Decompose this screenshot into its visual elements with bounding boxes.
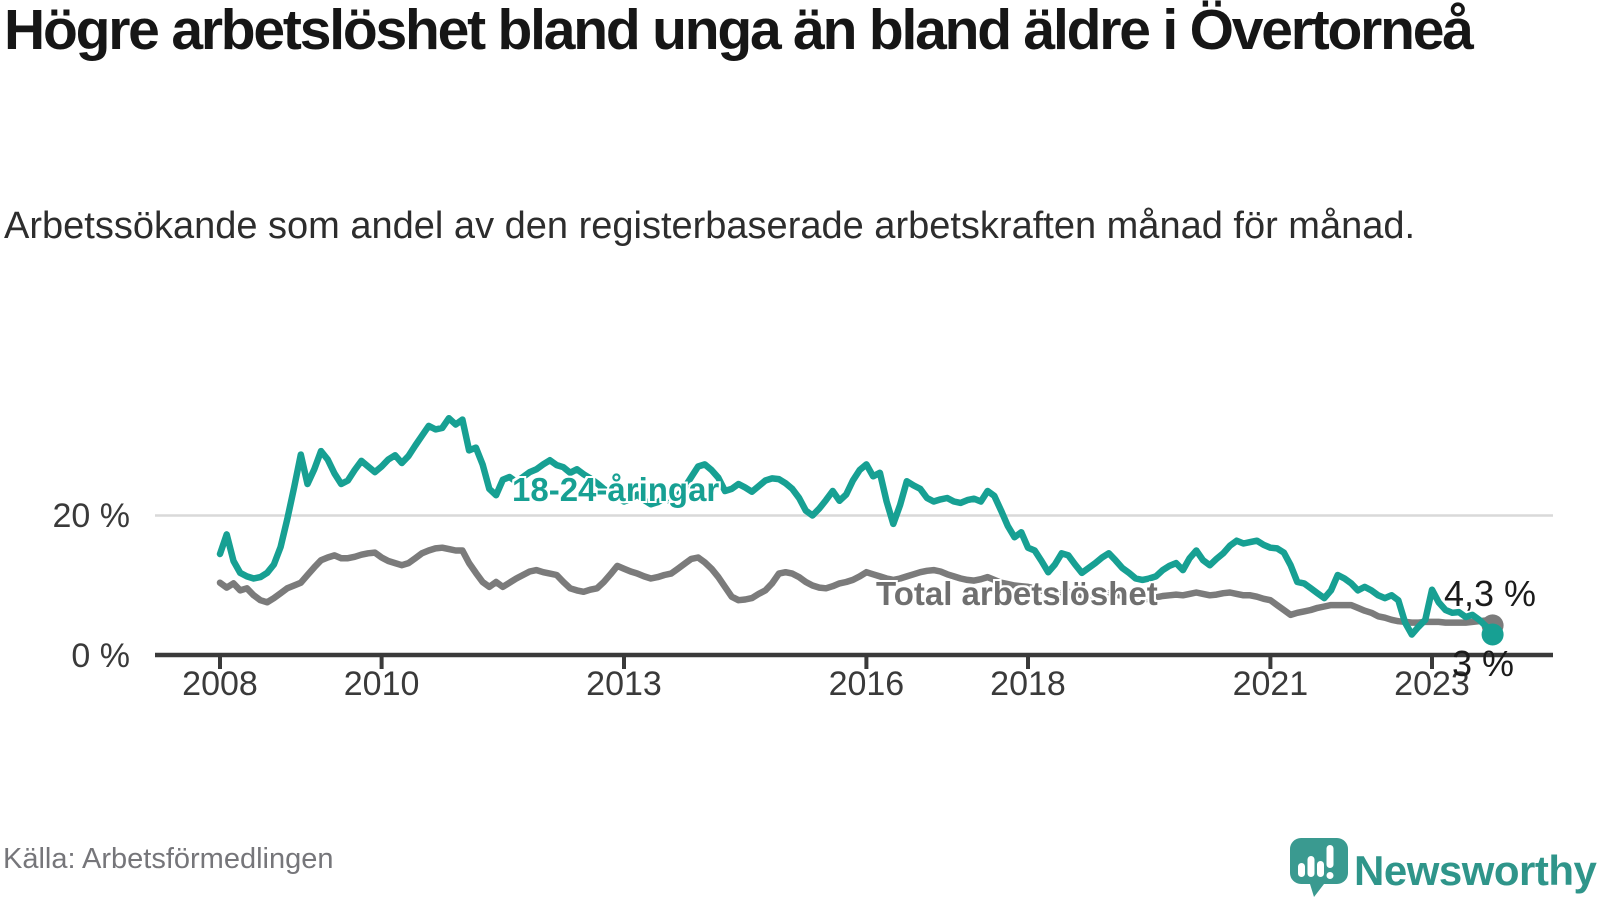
y-axis-tick-label-20: 20 % (52, 497, 131, 535)
series-line-Total arbetslöshet (216, 544, 1496, 629)
x-axis-tick-label-2016: 2016 (828, 665, 905, 703)
series-endpoint-dot-18-24-åringar (1481, 623, 1504, 646)
x-axis-tick-label-2021: 2021 (1232, 665, 1309, 703)
series-label-18-24-aringar: 18-24-åringar (512, 471, 720, 508)
page-title: Högre arbetslöshet bland unga än bland ä… (4, 0, 1474, 62)
newsworthy-logo-icon (1290, 838, 1348, 897)
x-axis-tick-label-2010: 2010 (343, 665, 420, 703)
newsworthy-logo: Newsworthy (1290, 838, 1598, 897)
y-axis-tick-label-0: 0 % (71, 637, 130, 675)
chart-subtitle: Arbetssökande som andel av den registerb… (4, 205, 1416, 247)
end-value-label-total: 4,3 % (1444, 573, 1537, 614)
source-attribution: Källa: Arbetsförmedlingen (3, 843, 334, 875)
x-axis-tick-label-2023: 2023 (1394, 665, 1470, 703)
series-label-total-arbetsloshet: Total arbetslöshet (876, 575, 1158, 612)
x-axis-tick-label-2013: 2013 (586, 665, 662, 703)
end-value-label-young: 3 % (1452, 643, 1515, 684)
series-line-18-24-åringar (216, 414, 1496, 638)
newsworthy-logo-text: Newsworthy (1354, 847, 1598, 894)
x-axis-tick-label-2018: 2018 (990, 665, 1066, 703)
x-axis-tick-label-2008: 2008 (182, 665, 258, 703)
